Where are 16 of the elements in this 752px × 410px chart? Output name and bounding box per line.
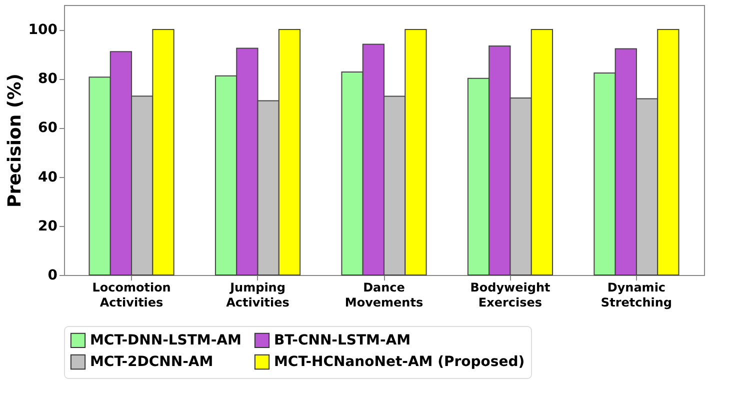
legend-label: MCT-HCNanoNet-AM (Proposed)	[274, 354, 525, 370]
x-tick-label: Locomotion Activities	[92, 280, 171, 310]
x-tick-label: Jumping Activities	[226, 280, 290, 310]
legend-label: MCT-2DCNN-AM	[90, 354, 214, 370]
y-axis-title: Precision (%)	[4, 74, 26, 208]
y-tick-label: 100	[28, 22, 58, 38]
y-tick-label: 40	[38, 169, 58, 186]
y-tick-label: 80	[38, 71, 58, 88]
x-tick-label: Dance Movements	[344, 280, 424, 310]
y-tick-label: 60	[38, 120, 58, 136]
legend-label: BT-CNN-LSTM-AM	[274, 332, 411, 348]
x-tick-label: Dynamic Stretching	[600, 280, 672, 310]
y-tick-label: 20	[38, 218, 58, 234]
y-tick-label: 0	[48, 268, 58, 284]
legend-label: MCT-DNN-LSTM-AM	[90, 332, 242, 348]
x-tick-label: Bodyweight Exercises	[470, 280, 550, 310]
